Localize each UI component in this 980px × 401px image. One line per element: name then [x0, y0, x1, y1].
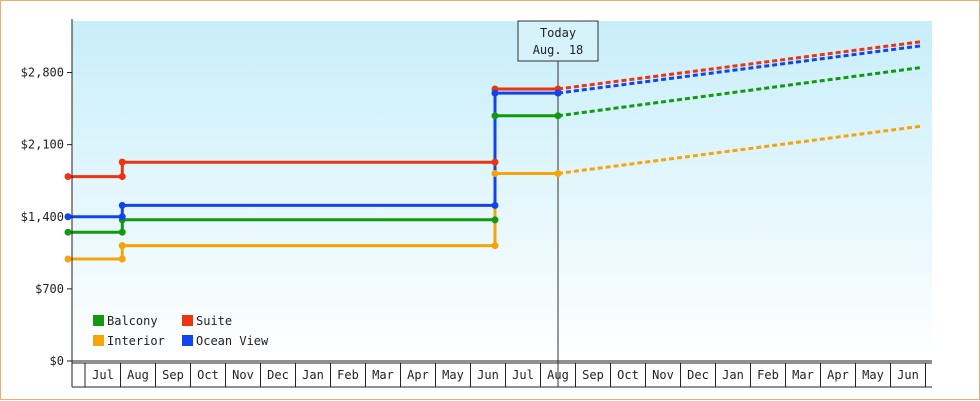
y-tick-label: $0 [50, 354, 64, 368]
x-tick-label: Oct [617, 368, 639, 382]
x-tick-label: Jun [477, 368, 499, 382]
x-tick-label: Dec [267, 368, 289, 382]
x-tick-label: Mar [792, 368, 814, 382]
legend-swatch-balcony [93, 315, 104, 326]
today-box [517, 20, 599, 62]
series-markers [64, 85, 562, 263]
x-tick-label: Nov [232, 368, 254, 382]
x-axis-cells: Jul Aug Sep Oct Nov Dec Jan Feb Mar Apr May Jun Jul A… [72, 362, 932, 388]
series-forecast-balcony [557, 65, 923, 118]
data-point-suite [491, 158, 499, 166]
plot-background [72, 21, 932, 361]
x-tick-label: Dec [687, 368, 709, 382]
data-point-ocean-view [491, 201, 499, 209]
x-tick-label: Aug [127, 368, 149, 382]
x-tick-label: Jul [512, 368, 534, 382]
x-tick-label: Jan [722, 368, 744, 382]
series-forecast-ocean-view [557, 44, 923, 95]
series-lines [68, 40, 923, 261]
data-point-ocean-view [118, 213, 126, 221]
data-point-interior [491, 242, 499, 250]
data-point-interior [554, 169, 562, 177]
x-tick-label: Nov [652, 368, 674, 382]
data-point-balcony [64, 228, 72, 236]
series-line-balcony [68, 114, 558, 234]
data-point-balcony [118, 228, 126, 236]
today-date-label: Aug. 18 [533, 43, 584, 57]
y-tick-label: $700 [35, 282, 64, 296]
data-point-interior [64, 255, 72, 263]
data-point-balcony [491, 112, 499, 120]
today-label: Today [540, 26, 576, 40]
y-tick-label: $2,800 [21, 66, 64, 80]
x-tick-label: Apr [827, 368, 849, 382]
axes [71, 19, 932, 387]
data-point-suite [118, 173, 126, 181]
series-forecast-interior [557, 124, 923, 175]
data-point-interior [118, 255, 126, 263]
data-point-interior [491, 169, 499, 177]
legend-label-ocean-view: Ocean View [196, 334, 269, 348]
legend: Balcony Suite Interior Ocean View [93, 314, 269, 348]
x-tick-label: Jan [302, 368, 324, 382]
legend-label-balcony: Balcony [107, 314, 158, 328]
y-tick-label: $2,100 [21, 138, 64, 152]
y-tick-label: $1,400 [21, 210, 64, 224]
x-tick-label: May [442, 368, 464, 382]
x-tick-label: May [862, 368, 884, 382]
x-tick-label: Jun [897, 368, 919, 382]
x-tick-label: Sep [162, 368, 184, 382]
x-tick-label: Oct [197, 368, 219, 382]
legend-swatch-suite [182, 315, 193, 326]
data-point-suite [64, 173, 72, 181]
x-tick-label: Jul [92, 368, 114, 382]
data-point-ocean-view [64, 213, 72, 221]
x-tick-label: Apr [407, 368, 429, 382]
data-point-balcony [554, 112, 562, 120]
series-line-ocean-view [68, 91, 558, 219]
legend-label-interior: Interior [107, 334, 165, 348]
x-tick-label: Mar [372, 368, 394, 382]
data-point-suite [118, 158, 126, 166]
legend-label-suite: Suite [196, 314, 232, 328]
data-point-interior [118, 242, 126, 250]
x-tick-label: Feb [337, 368, 359, 382]
x-tick-label: Feb [757, 368, 779, 382]
series-line-interior [68, 172, 558, 261]
x-tick-label: Sep [582, 368, 604, 382]
today-marker: Today Aug. 18 [517, 20, 599, 387]
data-point-ocean-view [554, 89, 562, 97]
legend-swatch-ocean-view [182, 335, 193, 346]
y-axis-ticks: $0 $700 $1,400 $2,100 $2,800 [21, 66, 72, 368]
series-forecast-suite [557, 40, 923, 91]
data-point-ocean-view [118, 201, 126, 209]
legend-swatch-interior [93, 335, 104, 346]
data-point-balcony [491, 216, 499, 224]
series-line-suite [68, 87, 558, 179]
data-point-ocean-view [491, 89, 499, 97]
